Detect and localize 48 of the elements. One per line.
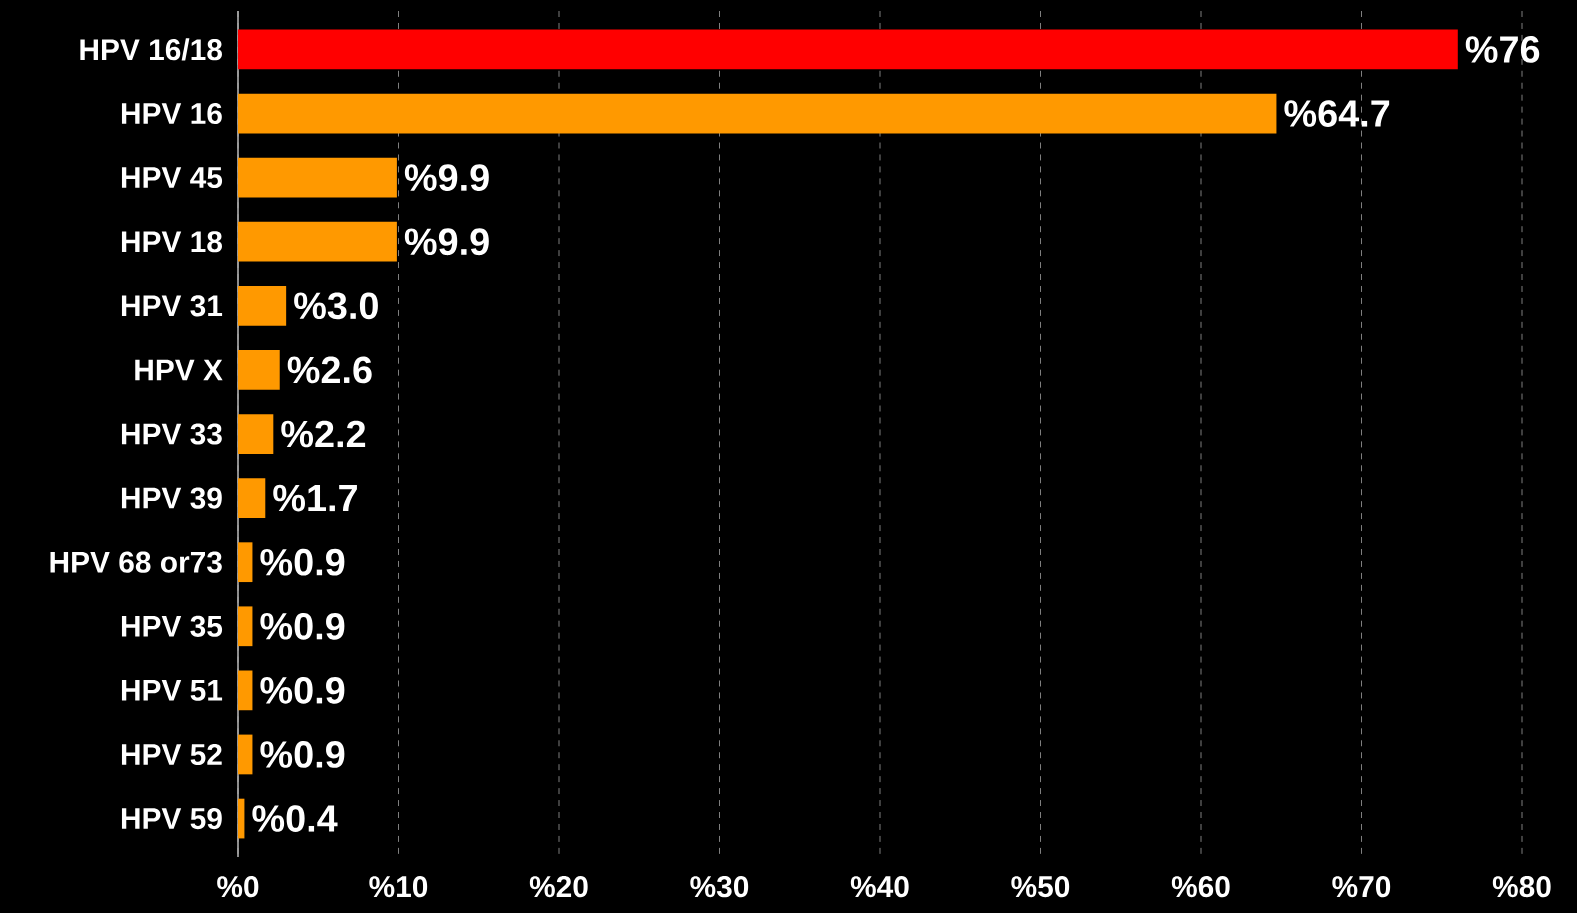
data-label: %64.7 bbox=[1284, 100, 1390, 127]
data-label: %3.0 bbox=[294, 292, 378, 320]
bar bbox=[238, 798, 245, 839]
x-tick-label: %60 bbox=[1171, 876, 1230, 898]
data-label: %0.9 bbox=[260, 612, 345, 640]
x-tick-label: %0 bbox=[217, 876, 259, 898]
data-label: %0.9 bbox=[260, 741, 345, 768]
data-label: %9.9 bbox=[404, 228, 489, 256]
bar bbox=[238, 29, 1458, 70]
y-tick-label: HPV 45 bbox=[121, 167, 223, 189]
data-label: %0.9 bbox=[260, 676, 345, 704]
data-label: %2.6 bbox=[287, 356, 372, 384]
bar bbox=[238, 414, 274, 454]
y-tick-label: HPV 68 or73 bbox=[50, 551, 222, 573]
bar bbox=[238, 606, 253, 647]
bar bbox=[238, 93, 1277, 134]
data-label: %0.9 bbox=[260, 548, 345, 576]
bar bbox=[238, 221, 397, 262]
x-tick-label: %40 bbox=[850, 876, 909, 898]
x-tick-label: %80 bbox=[1492, 876, 1551, 898]
x-tick-label: %10 bbox=[369, 876, 428, 898]
bar bbox=[238, 157, 397, 198]
x-tick-label: %20 bbox=[529, 876, 588, 898]
y-tick-label: HPV X bbox=[135, 359, 223, 381]
y-tick-label: HPV 51 bbox=[121, 679, 223, 701]
data-label: %2.2 bbox=[281, 420, 366, 448]
bar bbox=[238, 542, 253, 583]
y-tick-label: HPV 35 bbox=[121, 615, 223, 637]
y-tick-label: HPV 16/18 bbox=[80, 38, 222, 61]
bar bbox=[238, 734, 253, 775]
data-label: %9.9 bbox=[404, 164, 489, 192]
bar bbox=[238, 670, 253, 711]
y-tick-label: HPV 18 bbox=[121, 231, 222, 253]
x-tick-label: %70 bbox=[1332, 876, 1391, 898]
data-label: %0.4 bbox=[252, 805, 338, 832]
y-tick-label: HPV 31 bbox=[121, 295, 223, 317]
y-tick-label: HPV 33 bbox=[121, 423, 222, 445]
x-tick-label: %30 bbox=[690, 876, 749, 898]
bar bbox=[238, 350, 280, 390]
x-tick-label: %50 bbox=[1011, 876, 1070, 898]
y-tick-label: HPV 16 bbox=[121, 102, 222, 125]
y-tick-label: HPV 52 bbox=[121, 743, 222, 766]
y-tick-label: HPV 39 bbox=[121, 487, 222, 509]
data-label: %1.7 bbox=[273, 484, 357, 512]
data-label: %76 bbox=[1465, 36, 1540, 63]
y-tick-label: HPV 59 bbox=[121, 807, 222, 830]
bar bbox=[238, 478, 266, 518]
bar bbox=[238, 285, 287, 326]
